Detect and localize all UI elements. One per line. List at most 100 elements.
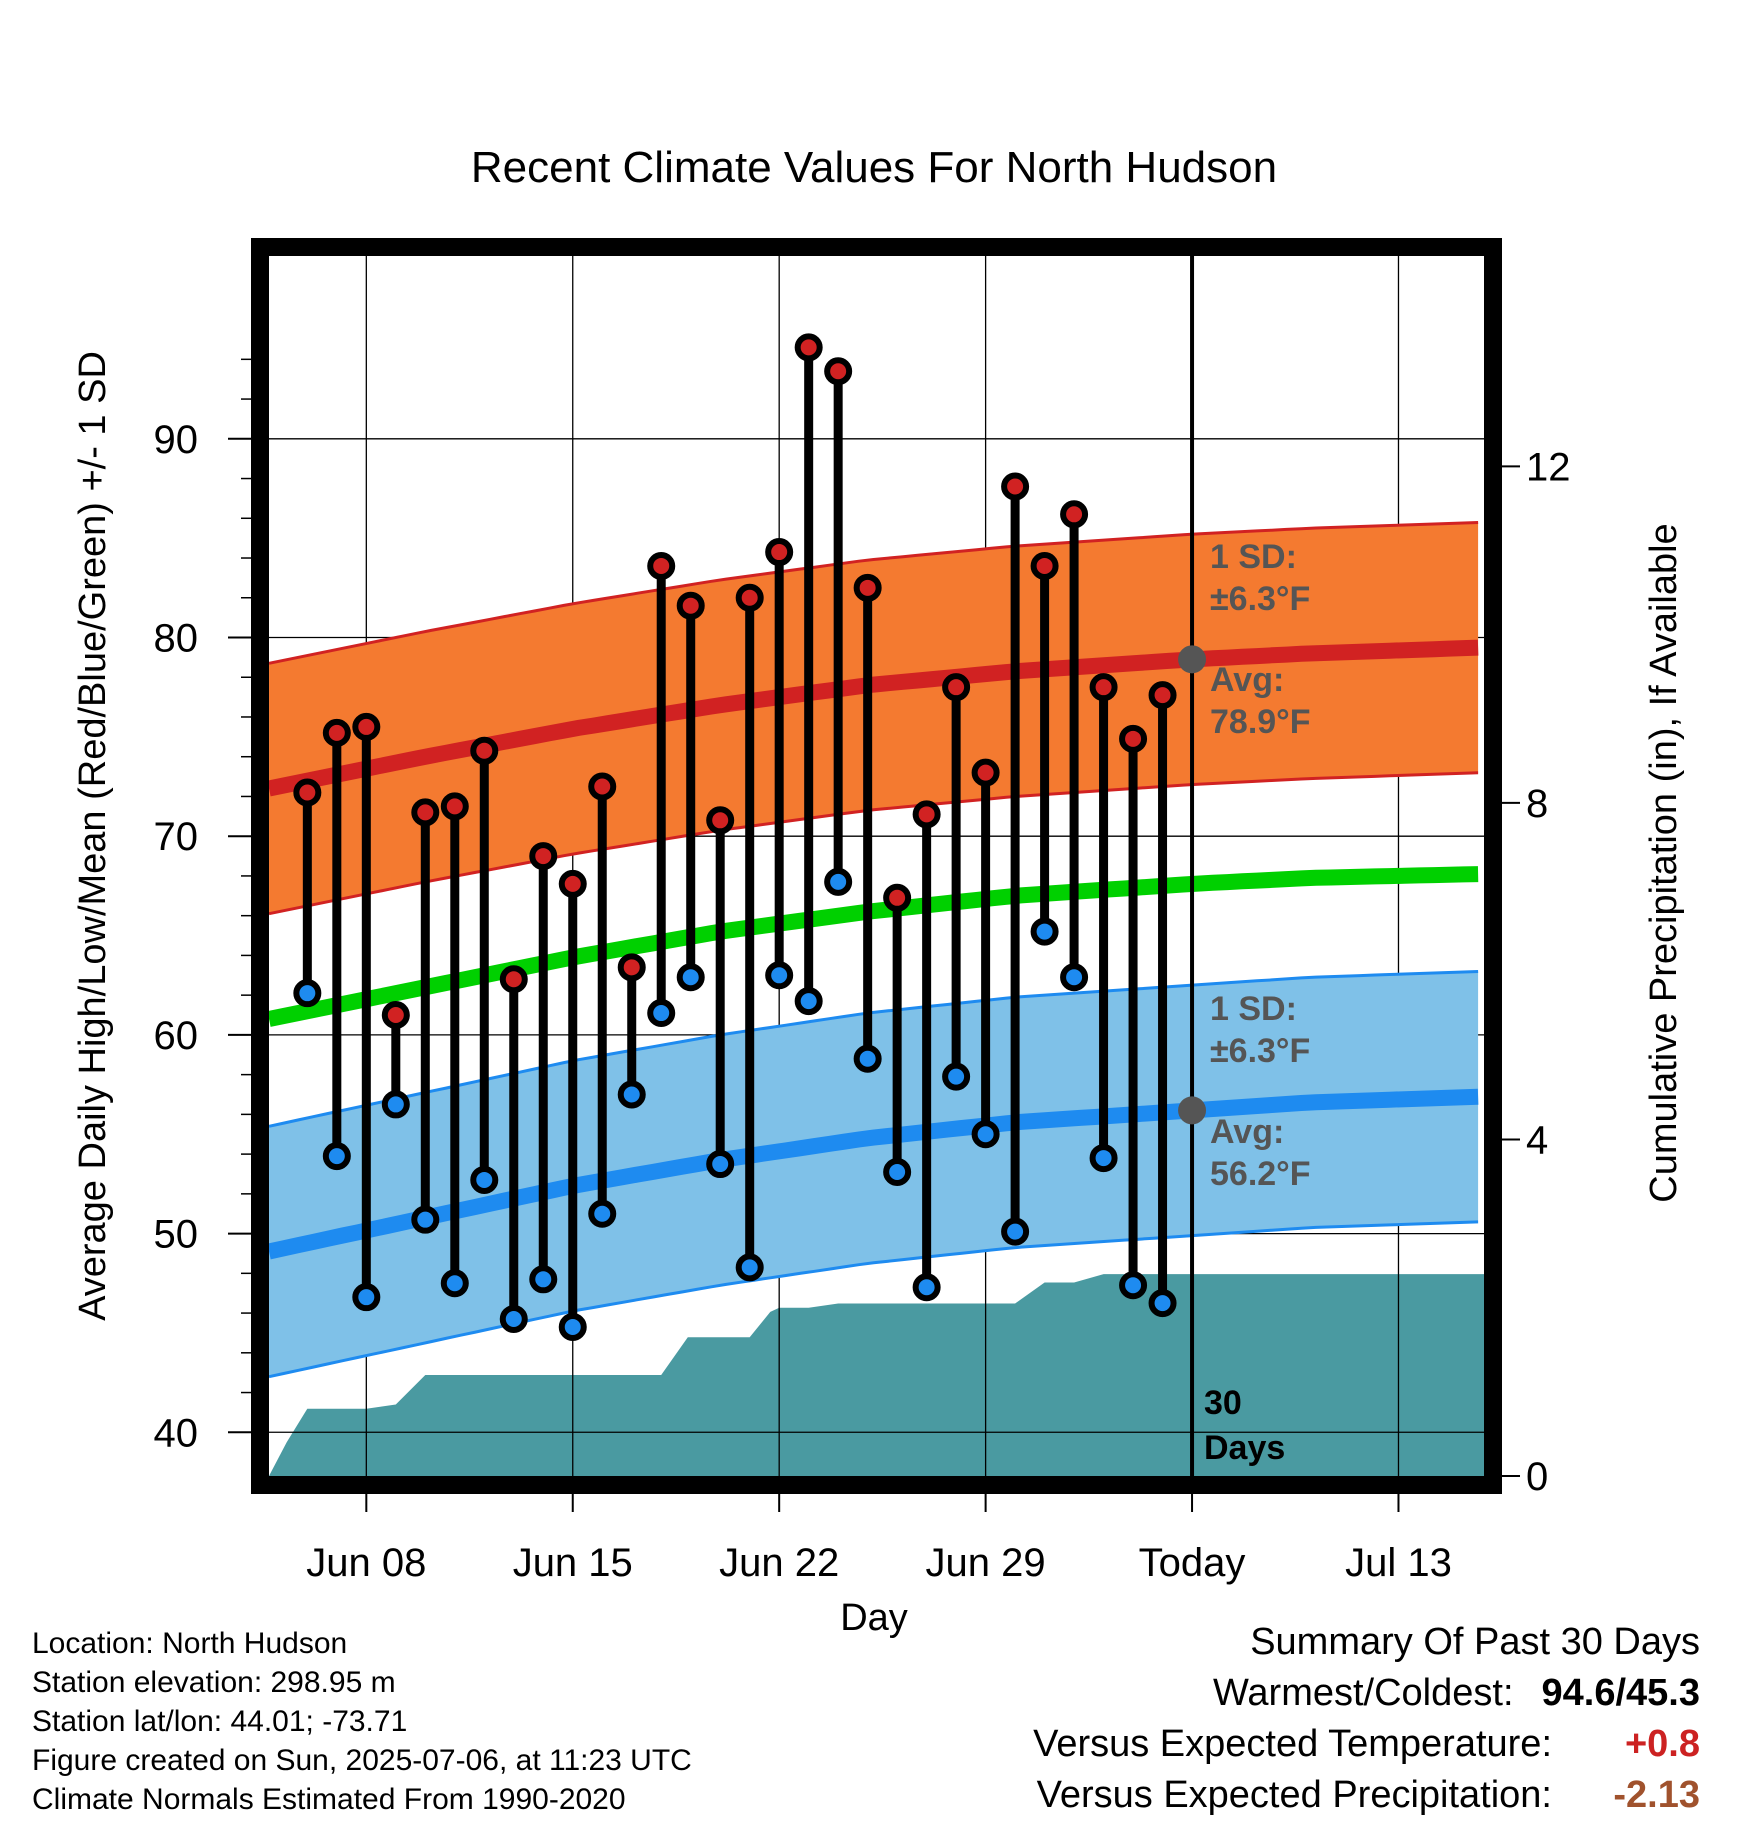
obs-low-point-11	[617, 1080, 646, 1109]
obs-high-point-16	[765, 538, 794, 567]
obs-low-point-7	[499, 1305, 528, 1334]
today-high-normal-dot	[1178, 645, 1207, 674]
mean-normal-line	[267, 866, 1479, 1027]
obs-low-point-6	[470, 1165, 499, 1194]
obs-low-point-2	[352, 1283, 381, 1312]
summary-panel: Summary Of Past 30 Days Warmest/Coldest:…	[1033, 1617, 1700, 1821]
obs-low-point-19	[853, 1044, 882, 1073]
days-count-label: 30	[1204, 1384, 1242, 1422]
obs-high-point-15	[735, 583, 764, 612]
y-tick-label-right-2: 8	[1526, 782, 1548, 826]
temp-anomaly-label: Versus Expected Temperature:	[1033, 1723, 1552, 1765]
obs-high-point-20	[883, 883, 912, 912]
obs-high-point-1	[322, 718, 351, 747]
x-tick-label-3: Jun 29	[926, 1541, 1046, 1585]
high-sd-label: 1 SD:	[1210, 538, 1297, 576]
obs-high-point-7	[499, 965, 528, 994]
low-band-lower-edge	[268, 1220, 1479, 1379]
high-avg-label: Avg:	[1210, 661, 1284, 699]
obs-low-point-14	[706, 1150, 735, 1179]
obs-high-point-18	[824, 357, 853, 386]
obs-high-point-23	[971, 758, 1000, 787]
obs-low-point-28	[1119, 1271, 1148, 1300]
obs-high-point-10	[588, 772, 617, 801]
y-tick-label-left-4: 80	[154, 616, 199, 660]
obs-high-point-2	[352, 712, 381, 741]
obs-low-point-27	[1089, 1144, 1118, 1173]
y-axis-label-right: Cumulative Precipitation (in), If Availa…	[1643, 523, 1685, 1202]
obs-low-point-24	[1001, 1217, 1030, 1246]
warm-cold-row: Warmest/Coldest: 94.6/45.3	[1033, 1668, 1700, 1719]
high-sd-band	[269, 522, 1479, 914]
y-axis-label-left: Average Daily High/Low/Mean (Red/Blue/Gr…	[72, 351, 114, 1321]
obs-high-point-8	[529, 842, 558, 871]
high-normal-line	[267, 639, 1479, 797]
obs-high-point-17	[794, 333, 823, 362]
x-tick-label-0: Jun 08	[306, 1541, 426, 1585]
obs-low-point-8	[529, 1265, 558, 1294]
summary-heading: Summary Of Past 30 Days	[1250, 1621, 1700, 1663]
today-low-normal-dot	[1178, 1096, 1207, 1125]
temp-anomaly-value: +0.8	[1624, 1723, 1700, 1765]
warm-cold-value: 94.6/45.3	[1541, 1672, 1700, 1714]
latlon-text: Station lat/lon: 44.01; -73.71	[32, 1705, 408, 1738]
obs-low-point-17	[794, 987, 823, 1016]
low-band-upper-edge	[268, 970, 1479, 1128]
obs-high-point-14	[706, 806, 735, 835]
obs-low-point-21	[912, 1273, 941, 1302]
obs-high-point-12	[647, 551, 676, 580]
normals-text: Climate Normals Estimated From 1990-2020	[32, 1783, 626, 1816]
warm-cold-label: Warmest/Coldest:	[1212, 1672, 1514, 1714]
obs-low-point-22	[942, 1062, 971, 1091]
high-band-lower-edge	[268, 771, 1479, 916]
high-avg-value: 78.9°F	[1210, 703, 1311, 741]
obs-high-point-21	[912, 800, 941, 829]
y-tick-label-left-1: 50	[154, 1213, 199, 1257]
obs-high-point-29	[1148, 681, 1177, 710]
low-avg-value: 56.2°F	[1210, 1155, 1311, 1193]
y-tick-label-left-0: 40	[154, 1411, 199, 1455]
obs-low-point-12	[647, 999, 676, 1028]
high-sd-value: ±6.3°F	[1210, 580, 1310, 618]
obs-low-point-1	[322, 1142, 351, 1171]
obs-low-point-13	[676, 963, 705, 992]
y-tick-label-right-0: 0	[1526, 1455, 1548, 1499]
x-tick-label-5: Jul 13	[1345, 1541, 1452, 1585]
obs-high-point-5	[440, 792, 469, 821]
y-tick-label-left-2: 60	[154, 1014, 199, 1058]
temp-anomaly-row: Versus Expected Temperature: +0.8	[1033, 1719, 1700, 1770]
obs-high-point-9	[558, 869, 587, 898]
obs-low-point-0	[293, 979, 322, 1008]
obs-low-point-20	[883, 1157, 912, 1186]
observations-layer	[293, 333, 1177, 1341]
obs-high-point-13	[676, 591, 705, 620]
chart-title: Recent Climate Values For North Hudson	[471, 143, 1277, 192]
obs-high-point-11	[617, 953, 646, 982]
obs-low-point-3	[381, 1090, 410, 1119]
obs-low-point-25	[1030, 917, 1059, 946]
obs-low-point-9	[558, 1312, 587, 1341]
today-layer	[1178, 256, 1207, 1476]
obs-high-point-4	[411, 798, 440, 827]
obs-low-point-16	[765, 961, 794, 990]
obs-low-point-10	[588, 1199, 617, 1228]
x-tick-label-2: Jun 22	[719, 1541, 839, 1585]
obs-high-point-0	[293, 778, 322, 807]
normal-lines-layer	[267, 639, 1479, 1260]
low-avg-label: Avg:	[1210, 1113, 1284, 1151]
obs-high-point-24	[1001, 472, 1030, 501]
obs-high-point-6	[470, 736, 499, 765]
axis-ticks-layer: Jun 08 Jun 15 Jun 22 Jun 29 Today Jul 1340506…	[154, 358, 1571, 1585]
low-normal-line	[267, 1088, 1479, 1260]
obs-high-point-19	[853, 573, 882, 602]
obs-low-point-26	[1060, 963, 1089, 992]
obs-low-point-29	[1148, 1289, 1177, 1318]
precip-anomaly-row: Versus Expected Precipitation: -2.13	[1033, 1770, 1700, 1821]
created-text: Figure created on Sun, 2025-07-06, at 11…	[32, 1744, 692, 1777]
low-sd-value: ±6.3°F	[1210, 1032, 1310, 1070]
y-tick-label-left-3: 70	[154, 815, 199, 859]
location-text: Location: North Hudson	[32, 1627, 348, 1660]
x-axis-label: Day	[840, 1597, 908, 1639]
obs-high-point-3	[381, 1001, 410, 1030]
days-word-label: Days	[1204, 1429, 1285, 1467]
